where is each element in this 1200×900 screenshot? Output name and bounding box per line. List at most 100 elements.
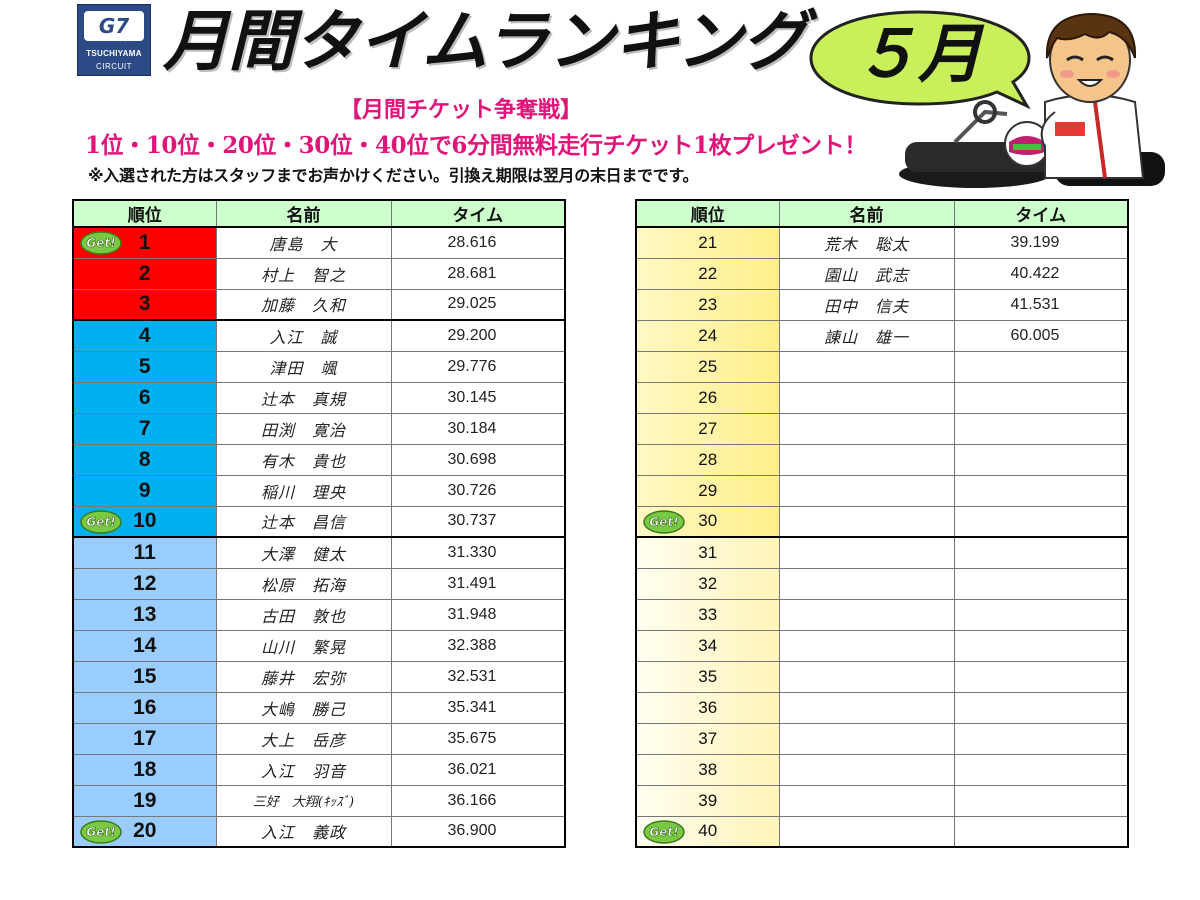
name-cell: 津田 颯 <box>215 350 392 383</box>
rank-cell: 25 <box>635 350 780 383</box>
rank-cell: Get! 10 <box>72 505 217 538</box>
rank-value: 35 <box>698 666 718 686</box>
rank-value: 27 <box>698 418 718 438</box>
rank-cell: 22 <box>635 257 780 290</box>
time-cell: 30.726 <box>390 474 566 507</box>
name-cell: 大嶋 勝己 <box>215 691 392 724</box>
rank-cell: 5 <box>72 350 217 383</box>
table-row: 21 荒木 聡太 39.199 <box>635 226 1129 259</box>
rank-value: 38 <box>698 759 718 779</box>
table-row: 15 藤井 宏弥 32.531 <box>72 660 566 693</box>
rank-value: 36 <box>698 697 718 717</box>
table-row: Get! 40 <box>635 815 1129 848</box>
name-cell <box>778 691 955 724</box>
table-row: 35 <box>635 660 1129 693</box>
rank-cell: 29 <box>635 474 780 507</box>
rank-cell: Get! 20 <box>72 815 217 848</box>
header-time: タイム <box>390 199 566 228</box>
table-row: 37 <box>635 722 1129 755</box>
table-row: 11 大澤 健太 31.330 <box>72 536 566 569</box>
get-badge-icon: Get! <box>80 819 122 844</box>
time-cell: 32.388 <box>390 629 566 662</box>
rank-cell: 32 <box>635 567 780 600</box>
rank-cell: Get! 1 <box>72 226 217 259</box>
name-cell: 古田 敦也 <box>215 598 392 631</box>
table-row: 25 <box>635 350 1129 383</box>
rank-cell: 15 <box>72 660 217 693</box>
table-row: Get! 1 唐島 大 28.616 <box>72 226 566 259</box>
rank-cell: 28 <box>635 443 780 476</box>
name-cell: 入江 誠 <box>215 319 392 352</box>
rank-value: 18 <box>133 757 157 781</box>
rank-value: 26 <box>698 387 718 407</box>
get-badge-icon: Get! <box>643 819 685 844</box>
name-cell: 田中 信夫 <box>778 288 955 321</box>
rank-cell: 23 <box>635 288 780 321</box>
rank-cell: 6 <box>72 381 217 414</box>
rank-cell: 21 <box>635 226 780 259</box>
time-cell: 30.737 <box>390 505 566 538</box>
time-cell: 36.900 <box>390 815 566 848</box>
table-row: 34 <box>635 629 1129 662</box>
time-cell <box>953 784 1129 817</box>
rank-value: 16 <box>133 695 157 719</box>
name-cell <box>778 629 955 662</box>
rank-value: 20 <box>133 819 157 843</box>
rank-cell: 39 <box>635 784 780 817</box>
name-cell: 辻本 真規 <box>215 381 392 414</box>
table-row: 38 <box>635 753 1129 786</box>
month-label: ５月 <box>854 18 982 92</box>
rank-value: 29 <box>698 480 718 500</box>
rank-cell: 8 <box>72 443 217 476</box>
campaign-description: 1位・10位・20位・30位・40位で6分間無料走行チケット1枚プレゼント！ <box>85 132 867 159</box>
time-cell <box>953 567 1129 600</box>
table-row: 29 <box>635 474 1129 507</box>
header-rank: 順位 <box>72 199 217 228</box>
table-row: 4 入江 誠 29.200 <box>72 319 566 352</box>
name-cell <box>778 567 955 600</box>
ranking-table-left: 順位 名前 タイム Get! 1 唐島 大 28.616 2 村上 智之 28.681 3 加藤… <box>72 199 566 848</box>
time-cell: 35.341 <box>390 691 566 724</box>
name-cell <box>778 753 955 786</box>
rank-value: 31 <box>698 542 718 562</box>
rank-cell: 33 <box>635 598 780 631</box>
rank-cell: 16 <box>72 691 217 724</box>
table-row: 27 <box>635 412 1129 445</box>
table-row: 23 田中 信夫 41.531 <box>635 288 1129 321</box>
time-cell <box>953 412 1129 445</box>
header-name: 名前 <box>215 199 392 228</box>
speech-bubble <box>809 10 1031 110</box>
rank-value: 8 <box>138 447 151 471</box>
logo-group-text: G7 Group <box>99 35 129 42</box>
name-cell: 荒木 聡太 <box>778 226 955 259</box>
table-row: 36 <box>635 691 1129 724</box>
rank-cell: 27 <box>635 412 780 445</box>
table-row: 7 田渕 寛治 30.184 <box>72 412 566 445</box>
rank-cell: 9 <box>72 474 217 507</box>
rank-value: 14 <box>133 633 157 657</box>
rank-cell: 11 <box>72 536 217 569</box>
logo-mark: G7 <box>84 11 144 41</box>
time-cell <box>953 691 1129 724</box>
rank-cell: Get! 40 <box>635 815 780 848</box>
rank-value: 15 <box>133 664 157 688</box>
name-cell: 有木 貴也 <box>215 443 392 476</box>
name-cell: 田渕 寛治 <box>215 412 392 445</box>
name-cell <box>778 443 955 476</box>
rank-value: 34 <box>698 635 718 655</box>
rank-cell: 24 <box>635 319 780 352</box>
name-cell: 村上 智之 <box>215 257 392 290</box>
time-cell: 28.616 <box>390 226 566 259</box>
time-cell: 31.948 <box>390 598 566 631</box>
rank-value: 9 <box>138 478 151 502</box>
table-header-row: 順位 名前 タイム <box>72 199 566 228</box>
name-cell: 山川 繁晃 <box>215 629 392 662</box>
table-row: 5 津田 颯 29.776 <box>72 350 566 383</box>
time-cell: 41.531 <box>953 288 1129 321</box>
table-row: 9 稲川 理央 30.726 <box>72 474 566 507</box>
rank-value: 1 <box>138 230 151 254</box>
name-cell: 入江 義政 <box>215 815 392 848</box>
rank-value: 4 <box>138 323 151 347</box>
name-cell <box>778 660 955 693</box>
circuit-logo: G7 G7 Group TSUCHIYAMA CIRCUIT <box>77 4 151 76</box>
